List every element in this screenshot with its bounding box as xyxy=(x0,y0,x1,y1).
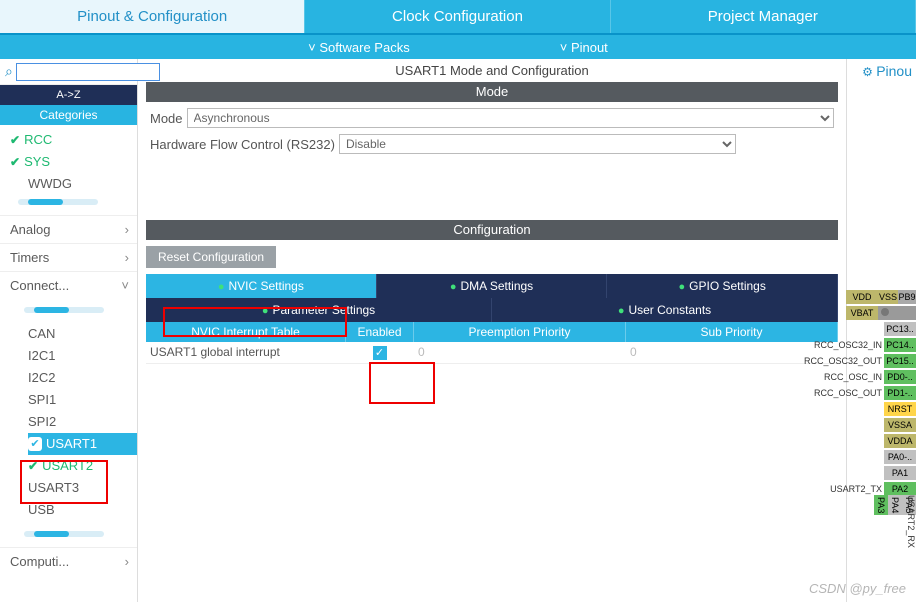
chevron-down-icon: ˅ xyxy=(121,278,129,293)
sidebar-item-usart1[interactable]: ✔USART1 xyxy=(28,433,137,455)
pin-pd1[interactable]: PD1-.. xyxy=(884,386,916,400)
tab-clock-config[interactable]: Clock Configuration xyxy=(305,0,610,33)
pin-pa0[interactable]: PA0-.. xyxy=(884,450,916,464)
group-connectivity[interactable]: Connect...˅ xyxy=(0,271,137,299)
tab-user-constants[interactable]: ●User Constants xyxy=(492,298,838,322)
pin-pb9[interactable]: PB9 xyxy=(898,290,916,304)
chevron-right-icon: › xyxy=(125,554,129,569)
hfc-label: Hardware Flow Control (RS232) xyxy=(150,137,335,152)
tab-pinout-config[interactable]: Pinout & Configuration xyxy=(0,0,305,33)
check-icon: ● xyxy=(679,281,686,293)
chevron-right-icon: › xyxy=(125,222,129,237)
search-icon: ⌕ xyxy=(5,63,13,80)
sidebar-item-usb[interactable]: USB xyxy=(28,499,137,521)
pin-pc13[interactable]: PC13.. xyxy=(884,322,916,336)
sidebar-item-wwdg[interactable]: WWDG xyxy=(10,173,137,195)
pin-pa1[interactable]: PA1 xyxy=(884,466,916,480)
sub-toolbar: Software Packs Pinout xyxy=(0,35,916,59)
table-row: USART1 global interrupt ✓ 0 0 xyxy=(146,342,838,364)
pinout-title: Pinou xyxy=(862,63,912,79)
menu-pinout[interactable]: Pinout xyxy=(560,40,608,55)
reset-configuration-button[interactable]: Reset Configuration xyxy=(146,246,276,268)
nvic-table-header: NVIC Interrupt Table Enabled Preemption … xyxy=(146,322,838,342)
pin-vdda[interactable]: VDDA xyxy=(884,434,916,448)
check-icon: ● xyxy=(618,305,625,317)
sidebar-item-usart2[interactable]: ✔USART2 xyxy=(28,455,137,477)
pin-pc14[interactable]: PC14.. xyxy=(884,338,916,352)
check-icon: ● xyxy=(262,305,269,317)
configuration-header: Configuration xyxy=(146,220,838,240)
check-icon: ✔ xyxy=(10,151,20,173)
pin-vbat[interactable]: VBAT xyxy=(846,306,878,320)
check-icon: ✔ xyxy=(10,129,20,151)
pin-vss[interactable]: VSS xyxy=(878,290,898,304)
col-enabled: Enabled xyxy=(346,322,414,342)
mode-select[interactable]: Asynchronous xyxy=(187,108,834,128)
chip-diagram: VDDVSSPB9 VBAT PC13.. RCC_OSC32_INPC14..… xyxy=(804,289,916,533)
pin-pa4[interactable]: PA4 xyxy=(888,495,902,515)
mode-header: Mode xyxy=(146,82,838,102)
hfc-select[interactable]: Disable xyxy=(339,134,736,154)
tab-parameter-settings[interactable]: ●Parameter Settings xyxy=(146,298,492,322)
col-preemption: Preemption Priority xyxy=(414,322,626,342)
watermark: CSDN @py_free xyxy=(809,581,906,596)
tab-project-manager[interactable]: Project Manager xyxy=(611,0,916,33)
sidebar-item-can[interactable]: CAN xyxy=(28,323,137,345)
check-icon: ● xyxy=(218,281,225,293)
pin-pa3[interactable]: PA3 xyxy=(874,495,888,515)
panel-title: USART1 Mode and Configuration xyxy=(146,59,838,82)
sidebar-item-rcc[interactable]: ✔RCC xyxy=(10,129,137,151)
label-usart2rx: USART2_RX xyxy=(906,495,916,555)
check-icon: ✔ xyxy=(28,437,42,451)
config-panel: USART1 Mode and Configuration Mode Mode … xyxy=(138,59,846,602)
tab-categories[interactable]: Categories xyxy=(0,105,137,125)
col-interrupt-table: NVIC Interrupt Table xyxy=(146,322,346,342)
group-analog[interactable]: Analog› xyxy=(0,215,137,243)
search-input[interactable] xyxy=(16,63,160,81)
pin-vssa[interactable]: VSSA xyxy=(884,418,916,432)
group-timers[interactable]: Timers› xyxy=(0,243,137,271)
sort-az[interactable]: A->Z xyxy=(0,85,137,105)
scroll-indicator xyxy=(24,531,104,537)
sidebar-item-usart3[interactable]: USART3 xyxy=(28,477,137,499)
pin-pc15[interactable]: PC15.. xyxy=(884,354,916,368)
pin-pa2[interactable]: PA2 xyxy=(884,482,916,496)
check-icon: ● xyxy=(450,281,457,293)
pinout-view: Pinou VDDVSSPB9 VBAT PC13.. RCC_OSC32_IN… xyxy=(846,59,916,602)
scroll-indicator xyxy=(18,199,98,205)
sidebar-item-sys[interactable]: ✔SYS xyxy=(10,151,137,173)
main-tabs: Pinout & Configuration Clock Configurati… xyxy=(0,0,916,35)
sidebar-item-spi1[interactable]: SPI1 xyxy=(28,389,137,411)
sidebar-item-i2c2[interactable]: I2C2 xyxy=(28,367,137,389)
tab-dma-settings[interactable]: ●DMA Settings xyxy=(377,274,608,298)
cell-preempt: 0 xyxy=(414,342,626,363)
sidebar: ⌕ A->Z Categories ✔RCC ✔SYS WWDG Analog›… xyxy=(0,59,138,602)
check-icon: ✔ xyxy=(28,455,38,477)
sidebar-item-i2c1[interactable]: I2C1 xyxy=(28,345,137,367)
pin-pd0[interactable]: PD0-.. xyxy=(884,370,916,384)
tab-nvic-settings[interactable]: ●NVIC Settings xyxy=(146,274,377,298)
group-computing[interactable]: Computi...› xyxy=(0,547,137,575)
pin-nrst[interactable]: NRST xyxy=(884,402,916,416)
menu-software-packs[interactable]: Software Packs xyxy=(308,40,410,55)
sidebar-item-spi2[interactable]: SPI2 xyxy=(28,411,137,433)
scroll-indicator xyxy=(24,307,104,313)
chevron-right-icon: › xyxy=(125,250,129,265)
mode-label: Mode xyxy=(150,111,183,126)
enabled-checkbox[interactable]: ✓ xyxy=(373,346,387,360)
cell-name: USART1 global interrupt xyxy=(146,342,346,363)
pin-vdd[interactable]: VDD xyxy=(846,290,878,304)
